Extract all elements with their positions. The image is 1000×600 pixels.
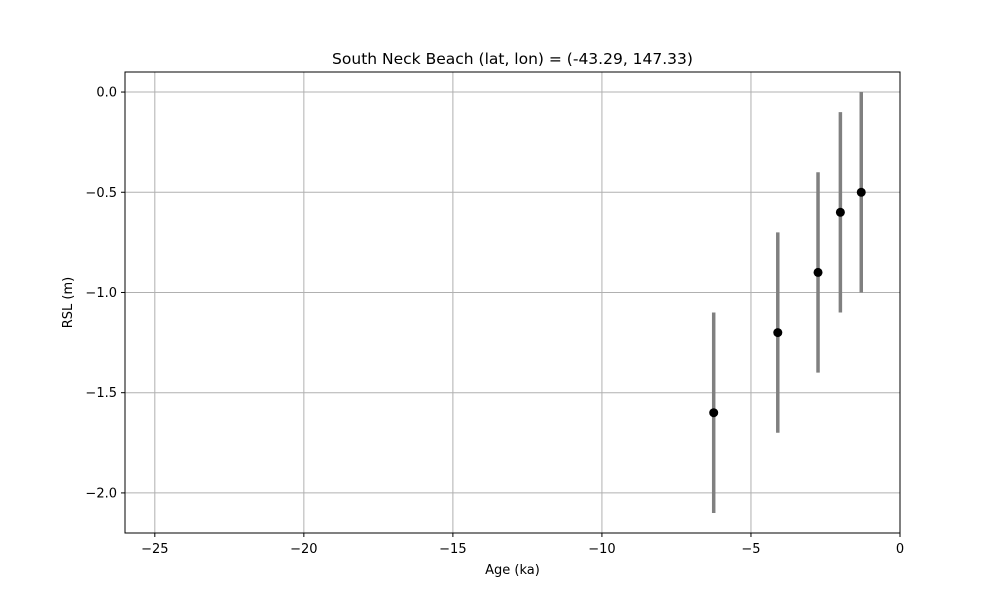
y-ticks: 0.0 −0.5 −1.0 −1.5 −2.0 xyxy=(85,86,125,501)
y-tick-label: 0.0 xyxy=(96,86,117,101)
data-point xyxy=(709,408,719,418)
x-tick-label: −5 xyxy=(741,542,760,557)
chart-title: South Neck Beach (lat, lon) = (-43.29, 1… xyxy=(332,50,693,68)
x-tick-label: 0 xyxy=(896,542,904,557)
plot-frame xyxy=(124,71,901,534)
data-points xyxy=(709,187,866,418)
x-tick-label: −15 xyxy=(439,542,466,557)
y-tick-label: −1.0 xyxy=(85,286,117,301)
x-tick-label: −20 xyxy=(290,542,317,557)
y-tick-label: −2.0 xyxy=(85,486,117,501)
data-point xyxy=(773,328,783,338)
x-ticks: −25 −20 −15 −10 −5 0 xyxy=(141,533,904,557)
x-tick-label: −25 xyxy=(141,542,168,557)
y-tick-label: −1.5 xyxy=(85,386,117,401)
y-tick-label: −0.5 xyxy=(85,186,117,201)
grid xyxy=(125,72,901,533)
x-axis-label: Age (ka) xyxy=(485,563,540,578)
error-bars xyxy=(711,92,863,513)
data-point xyxy=(813,267,823,277)
data-point xyxy=(835,207,845,217)
y-axis-label: RSL (m) xyxy=(61,277,76,328)
data-point xyxy=(856,187,866,197)
x-tick-label: −10 xyxy=(588,542,615,557)
